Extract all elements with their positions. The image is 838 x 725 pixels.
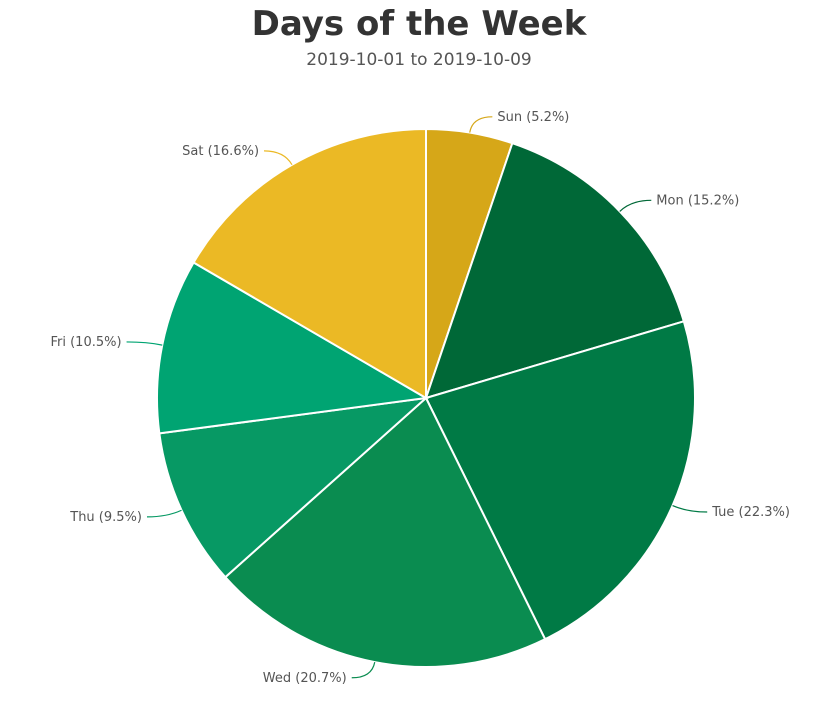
connector-thu	[146, 509, 182, 518]
label-tue: Tue (22.3%)	[711, 505, 790, 520]
label-wed: Wed (20.7%)	[263, 671, 347, 686]
connector-wed	[351, 661, 376, 679]
pie-labels: Sun (5.2%) Mon (15.2%) Tue (22.3%) Wed (20.…	[50, 110, 789, 686]
label-sat: Sat (16.6%)	[182, 144, 259, 159]
connector-tue	[672, 505, 708, 513]
pie-slice-fri[interactable]	[156, 261, 430, 435]
label-thu: Thu (9.5%)	[69, 510, 142, 525]
connector-sun	[469, 116, 493, 133]
pie-slice-wed[interactable]	[223, 396, 547, 668]
chart-subtitle: 2019-10-01 to 2019-10-09	[306, 50, 532, 70]
pie-slice-sat[interactable]	[192, 127, 427, 400]
pie-slices	[156, 127, 696, 668]
connector-sat	[264, 150, 293, 166]
pie-slice-mon[interactable]	[424, 141, 686, 400]
connector-fri	[126, 341, 163, 346]
label-sun: Sun (5.2%)	[497, 110, 569, 125]
label-mon: Mon (15.2%)	[656, 193, 739, 208]
pie-slice-thu[interactable]	[158, 396, 430, 579]
pie-slice-tue[interactable]	[424, 320, 696, 641]
chart-title: Days of the Week	[251, 4, 587, 44]
label-fri: Fri (10.5%)	[50, 335, 121, 350]
connector-mon	[619, 199, 652, 212]
